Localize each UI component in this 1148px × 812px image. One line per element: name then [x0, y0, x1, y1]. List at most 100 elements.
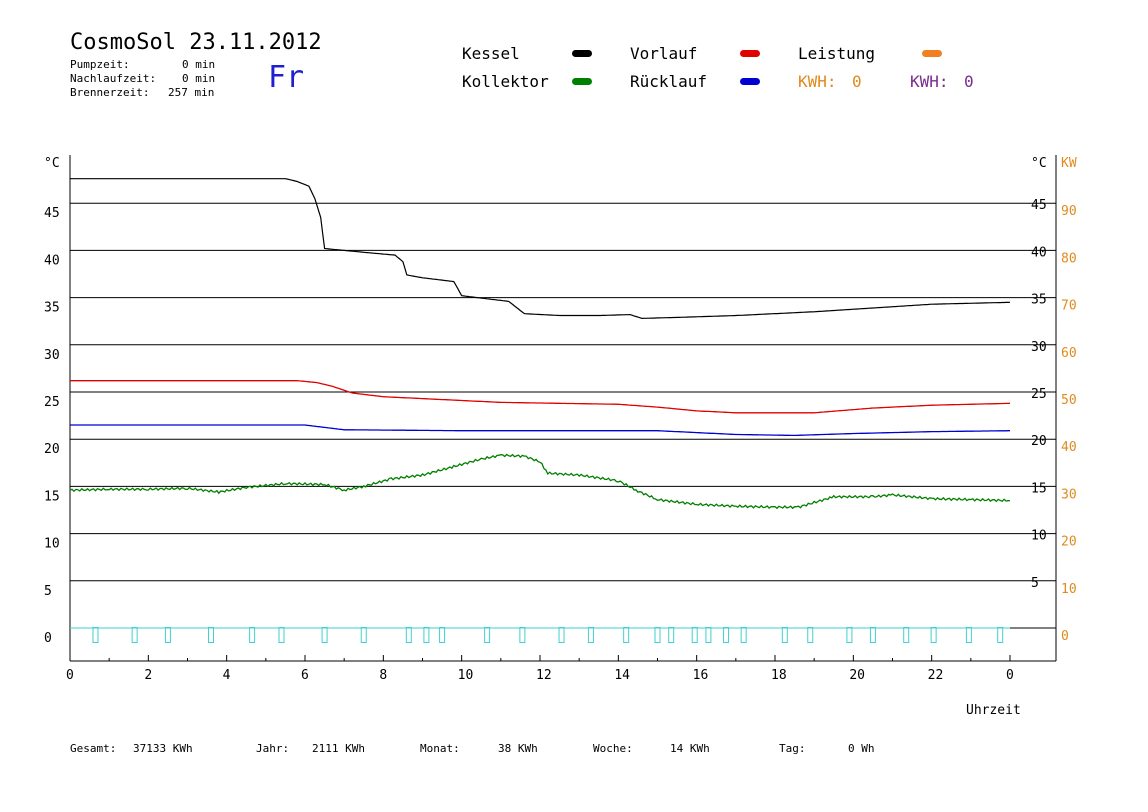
footer-tag-label: Tag: — [779, 742, 806, 755]
y-axis-unit-left: °C — [44, 156, 60, 171]
pump-pulse — [405, 627, 412, 643]
stat-pumpzeit-label: Pumpzeit: — [70, 58, 130, 71]
x-tick-label: 10 — [458, 668, 474, 683]
legend-ruecklauf-label: Rücklauf — [630, 72, 708, 91]
pump-pulse — [740, 627, 747, 643]
pump-pulse — [997, 627, 1004, 643]
kwh-secondary-label: KWH: — [910, 72, 949, 91]
y-tick-label-right: 5 — [1031, 576, 1039, 591]
legend-kollektor-label: Kollektor — [462, 72, 549, 91]
pump-pulse — [558, 627, 565, 643]
y-tick-label-left: 30 — [44, 348, 60, 363]
footer-gesamt-value: 37133 KWh — [133, 742, 193, 755]
stat-brennerzeit-label: Brennerzeit: — [70, 86, 150, 99]
footer-woche-label: Woche: — [593, 742, 633, 755]
y-tick-label-left: 0 — [44, 631, 52, 646]
x-tick-label: 20 — [849, 668, 865, 683]
legend-kessel-swatch — [572, 50, 592, 57]
y-tick-label-kw: 30 — [1061, 487, 1077, 502]
pump-pulse — [439, 627, 446, 643]
pump-pulse — [903, 627, 910, 643]
pump-pulse — [484, 627, 491, 643]
pump-pulse — [930, 627, 937, 643]
series-line-2 — [70, 424, 1010, 437]
x-tick-label: 12 — [536, 668, 552, 683]
pump-pulse — [321, 627, 328, 643]
y-tick-label-right: 35 — [1031, 293, 1047, 308]
y-tick-label-left: 20 — [44, 442, 60, 457]
x-tick-label: 2 — [144, 668, 152, 683]
stat-brennerzeit-value: 257 min — [168, 86, 215, 99]
legend-ruecklauf-swatch — [740, 78, 760, 85]
y-tick-label-left: 25 — [44, 395, 60, 410]
pump-pulse — [92, 627, 99, 643]
weekday-label: Fr — [268, 60, 305, 95]
legend-vorlauf-label: Vorlauf — [630, 44, 698, 63]
pump-pulse — [869, 627, 876, 643]
pump-pulse — [781, 627, 788, 643]
y-tick-label-kw: 40 — [1061, 440, 1077, 455]
y-tick-label-left: 15 — [44, 489, 60, 504]
footer-gesamt-label: Gesamt: — [70, 742, 117, 755]
footer-monat-value: 38 KWh — [498, 742, 538, 755]
y-tick-label-right: 15 — [1031, 481, 1047, 496]
stat-nachlaufzeit-value: 0 min — [182, 72, 216, 85]
pump-pulse — [965, 627, 972, 643]
series-line-0 — [70, 178, 1011, 320]
y-tick-label-right: 25 — [1031, 387, 1047, 402]
pump-pulse — [668, 627, 675, 643]
x-tick-label: 6 — [301, 668, 309, 683]
legend-vorlauf-swatch — [740, 50, 760, 57]
y-tick-label-right: 20 — [1031, 434, 1047, 449]
footer-jahr-label: Jahr: — [256, 742, 290, 755]
footer-monat-label: Monat: — [420, 742, 460, 755]
x-tick-label: 14 — [614, 668, 630, 683]
x-tick-label: 16 — [693, 668, 709, 683]
x-tick-label: 0 — [1006, 668, 1014, 683]
y-tick-label-kw: 60 — [1061, 346, 1077, 361]
y-tick-label-right: 40 — [1031, 245, 1047, 260]
y-tick-label-kw: 70 — [1061, 299, 1077, 314]
y-axis-unit-right: °C — [1031, 156, 1047, 171]
y-tick-label-kw: 90 — [1061, 204, 1077, 219]
footer-tag-value: 0 Wh — [848, 742, 875, 755]
y-tick-label-kw: 50 — [1061, 393, 1077, 408]
pump-pulse — [249, 627, 256, 643]
x-axis-label: Uhrzeit — [966, 703, 1021, 718]
y-tick-label-right: 45 — [1031, 198, 1047, 213]
y-tick-label-kw: 10 — [1061, 582, 1077, 597]
legend-leistung-swatch — [922, 50, 942, 57]
series-line-3 — [69, 453, 1011, 510]
pump-pulse — [723, 627, 730, 643]
footer-woche-value: 14 KWh — [670, 742, 710, 755]
y-axis-unit-kw: KW — [1061, 156, 1077, 171]
y-tick-label-left: 35 — [44, 301, 60, 316]
x-tick-label: 8 — [379, 668, 387, 683]
stat-nachlaufzeit-label: Nachlaufzeit: — [70, 72, 157, 85]
pump-pulse — [705, 627, 712, 643]
footer-jahr-value: 2111 KWh — [312, 742, 365, 755]
y-tick-label-kw: 80 — [1061, 251, 1077, 266]
y-tick-label-right: 10 — [1031, 529, 1047, 544]
y-tick-label-kw: 0 — [1061, 629, 1069, 644]
pump-pulse — [807, 627, 814, 643]
y-tick-label-right: 30 — [1031, 340, 1047, 355]
page-title: CosmoSol 23.11.2012 — [70, 30, 322, 55]
y-tick-label-left: 40 — [44, 253, 60, 268]
kwh-leistung-label: KWH: — [798, 72, 837, 91]
stat-pumpzeit-value: 0 min — [182, 58, 216, 71]
series-line-1 — [70, 380, 1011, 414]
kwh-secondary-value: 0 — [964, 72, 974, 91]
x-tick-label: 0 — [66, 668, 74, 683]
y-tick-label-left: 45 — [44, 206, 60, 221]
pump-pulse — [519, 627, 526, 643]
y-tick-label-left: 5 — [44, 584, 52, 599]
pump-pulse — [846, 627, 853, 643]
pump-pulse — [587, 627, 594, 643]
legend-kessel-label: Kessel — [462, 44, 520, 63]
pump-pulse — [654, 627, 661, 643]
pump-pulse — [423, 627, 430, 643]
pump-pulse — [164, 627, 171, 643]
y-tick-label-left: 10 — [44, 537, 60, 552]
